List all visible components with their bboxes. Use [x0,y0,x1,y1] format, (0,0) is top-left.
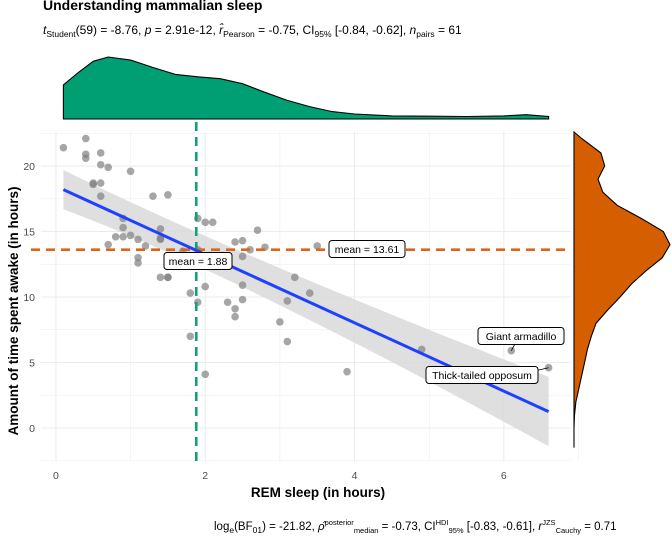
x-tick-label: 0 [53,470,59,482]
data-point [89,180,98,189]
y-tick-label: 10 [23,292,35,304]
data-point [126,231,135,240]
data-point [238,236,247,245]
data-point [156,235,165,244]
label-thick-tailed-opposum: Thick-tailed opposum [425,366,549,384]
data-point [238,295,247,304]
data-point [59,143,68,152]
label-text: Thick-tailed opposum [432,370,532,382]
x-tick-label: 2 [202,470,208,482]
label-connector [510,343,516,351]
x-axis-title: REM sleep (in hours) [251,485,385,500]
y-tick-label: 0 [29,423,35,435]
data-point [134,259,142,267]
data-point [201,282,210,291]
data-point [201,218,210,227]
data-point [119,232,127,241]
y-tick-label: 20 [23,161,35,173]
data-point [253,226,262,235]
x-tick-label: 4 [352,470,358,482]
data-point [141,242,150,250]
data-point [126,167,135,176]
data-point [96,179,105,187]
y-tick-label: 15 [23,227,35,239]
label-mean-x: mean = 1.88 [163,252,233,270]
data-point [238,252,247,261]
data-point [156,225,165,233]
chart-title: Understanding mammalian sleep [43,0,262,13]
chart-caption: loge(BF01) = -21.82, ρ̂posteriormedian =… [214,518,617,535]
data-point [283,337,292,346]
label-box [163,252,233,270]
data-point [111,232,120,241]
data-point [96,192,105,200]
data-point [119,223,127,232]
data-point [186,289,195,297]
label-text: Giant armadillo [486,331,557,343]
label-mean-y: mean = 13.61 [328,240,406,258]
data-point [186,332,195,341]
data-point [305,289,314,297]
y-marginal-density [573,130,671,448]
data-point [231,312,239,321]
data-point [283,297,292,305]
chart-subtitle: tStudent(59) = -8.76, p = 2.91e-12, r̂Pe… [43,22,462,39]
data-point [201,370,210,379]
data-point [276,318,284,326]
label-text: mean = 1.88 [169,256,228,268]
data-point [223,298,232,307]
label-giant-armadillo: Giant armadillo [477,327,565,351]
label-text: mean = 13.61 [335,244,400,256]
x-marginal-density [62,56,550,120]
data-point [164,273,172,282]
data-point [156,273,165,282]
label-box [328,240,406,258]
data-point [246,246,254,254]
data-point [104,240,112,249]
data-point [313,242,321,250]
data-point [231,238,239,246]
data-point [134,253,142,262]
data-point [81,134,90,143]
data-point [343,367,351,376]
data-point [238,281,247,290]
data-point [208,218,217,227]
data-point [231,304,239,313]
data-point [134,235,142,244]
data-point [291,273,299,282]
data-point [164,191,172,199]
data-point [96,149,105,157]
data-point [96,160,105,169]
y-tick-label: 5 [29,357,35,369]
data-point [104,163,112,172]
data-point [149,192,157,200]
label-box [425,366,539,384]
y-axis-title: Amount of time spent awake (in hours) [6,186,21,435]
data-point [81,154,90,162]
label-box [477,327,565,345]
x-tick-label: 6 [501,470,507,482]
